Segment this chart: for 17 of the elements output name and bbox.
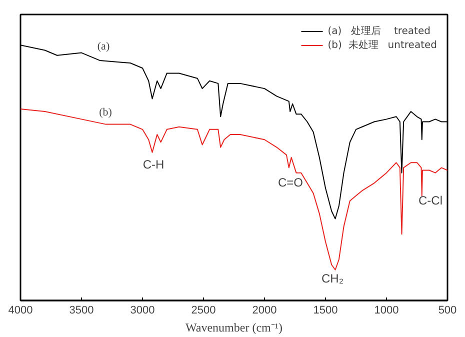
legend-label: (b) 未处理 untreated <box>328 38 437 52</box>
annotation: (b) <box>99 106 112 118</box>
annotation: C-Cl <box>418 194 443 208</box>
x-tick-label: 1500 <box>313 304 338 316</box>
x-tick-label: 4000 <box>8 304 33 316</box>
x-tick-label: 3500 <box>69 304 94 316</box>
annotation: CH₂ <box>322 272 344 286</box>
x-tick-label: 1000 <box>374 304 399 316</box>
x-tick-label: 3000 <box>130 304 155 316</box>
x-axis-title: Wavenumber (cm⁻¹) <box>186 320 282 334</box>
x-tick-label: 2500 <box>191 304 216 316</box>
annotation: C=O <box>278 176 304 190</box>
x-tick-label: 500 <box>438 304 457 316</box>
x-tick-label: 2000 <box>252 304 277 316</box>
annotation: (a) <box>97 40 110 52</box>
annotation: C-H <box>142 158 164 172</box>
legend-label: (a) 处理后 treated <box>328 24 430 38</box>
